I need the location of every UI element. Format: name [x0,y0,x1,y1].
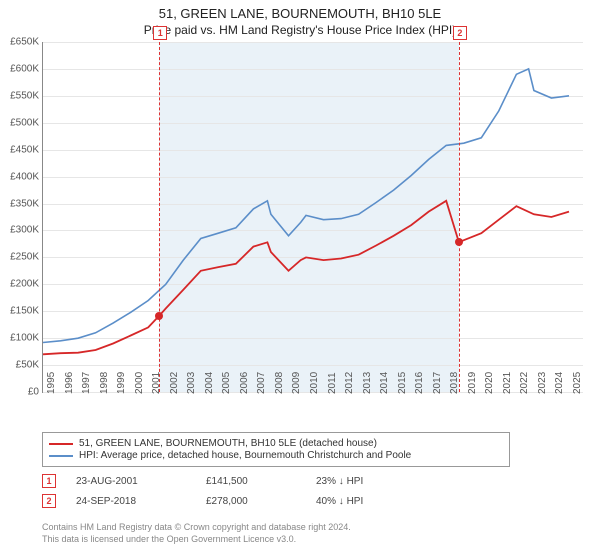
transaction-delta: 23% ↓ HPI [316,476,363,487]
transaction-marker: 2 [42,494,56,508]
transaction-row: 1 23-AUG-2001 £141,500 23% ↓ HPI [42,474,363,488]
transaction-price: £278,000 [206,496,296,507]
y-axis-tick: £500K [10,117,43,128]
event-marker-box: 2 [453,26,467,40]
legend-label: 51, GREEN LANE, BOURNEMOUTH, BH10 5LE (d… [79,438,377,449]
transaction-marker: 1 [42,474,56,488]
event-marker-box: 1 [153,26,167,40]
transaction-date: 23-AUG-2001 [76,476,186,487]
transaction-row: 2 24-SEP-2018 £278,000 40% ↓ HPI [42,494,363,508]
series-line-1 [43,69,569,343]
event-vline [159,42,160,392]
footer-line-2: This data is licensed under the Open Gov… [42,534,351,546]
series-line-0 [43,201,569,354]
y-axis-tick: £100K [10,333,43,344]
footer-attribution: Contains HM Land Registry data © Crown c… [42,522,351,545]
chart-subtitle: Price paid vs. HM Land Registry's House … [0,23,600,37]
legend-label: HPI: Average price, detached house, Bour… [79,450,411,461]
legend-item: 51, GREEN LANE, BOURNEMOUTH, BH10 5LE (d… [49,438,503,449]
legend-swatch [49,455,73,457]
y-axis-tick: £550K [10,90,43,101]
footer-line-1: Contains HM Land Registry data © Crown c… [42,522,351,534]
event-vline [459,42,460,392]
chart-svg [43,42,583,392]
y-axis-tick: £600K [10,63,43,74]
legend: 51, GREEN LANE, BOURNEMOUTH, BH10 5LE (d… [42,432,510,467]
chart-plot-area: £0£50K£100K£150K£200K£250K£300K£350K£400… [42,42,583,393]
legend-item: HPI: Average price, detached house, Bour… [49,450,503,461]
transactions-table: 1 23-AUG-2001 £141,500 23% ↓ HPI 2 24-SEP-201… [42,474,363,514]
event-dot [155,312,163,320]
y-axis-tick: £250K [10,252,43,263]
y-axis-tick: £300K [10,225,43,236]
y-axis-tick: £350K [10,198,43,209]
transaction-date: 24-SEP-2018 [76,496,186,507]
transaction-price: £141,500 [206,476,296,487]
y-axis-tick: £400K [10,171,43,182]
y-axis-tick: £200K [10,279,43,290]
y-axis-tick: £150K [10,306,43,317]
y-axis-tick: £450K [10,144,43,155]
chart-title: 51, GREEN LANE, BOURNEMOUTH, BH10 5LE [0,6,600,21]
transaction-delta: 40% ↓ HPI [316,496,363,507]
legend-swatch [49,443,73,445]
y-axis-tick: £0 [28,387,43,398]
y-axis-tick: £50K [16,360,43,371]
y-axis-tick: £650K [10,37,43,48]
event-dot [455,238,463,246]
